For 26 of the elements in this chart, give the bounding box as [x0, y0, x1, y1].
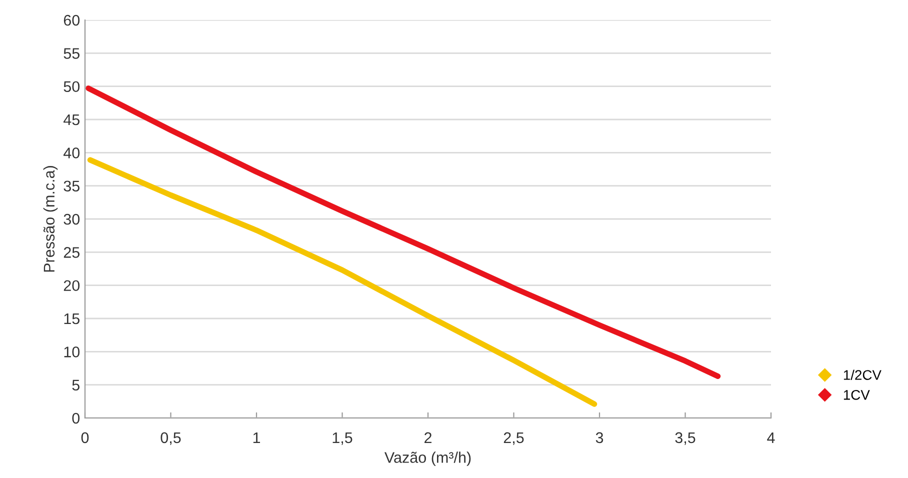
x-tick-label: 0,5: [160, 432, 181, 445]
y-tick-label: 40: [64, 148, 80, 158]
y-tick-label: 30: [64, 214, 80, 225]
y-tick-label: 50: [64, 81, 80, 92]
y-tick-label: 5: [72, 380, 80, 391]
x-tick-label: 0: [81, 432, 89, 444]
legend-label: 1CV: [844, 390, 870, 400]
x-tick-label: 1,5: [332, 432, 352, 445]
x-tick-label: 3: [596, 432, 604, 444]
y-axis-title: Pressão (m.c.a): [43, 166, 58, 272]
x-tick-label: 1: [253, 432, 260, 443]
y-tick-label: 25: [64, 247, 80, 258]
x-axis-title: Vazão (m³/h): [384, 452, 471, 466]
x-tick-label: 4: [767, 432, 775, 443]
y-tick-label: 60: [64, 14, 80, 26]
legend-label: 1/2CV: [844, 370, 882, 380]
x-tick-label: 2,5: [504, 432, 524, 445]
y-tick-label: 45: [64, 114, 80, 126]
y-tick-label: 0: [72, 412, 80, 424]
y-tick-label: 10: [64, 346, 80, 358]
x-tick-label: 2: [424, 432, 432, 443]
x-tick-label: 3,5: [675, 432, 696, 445]
y-tick-label: 55: [64, 48, 80, 59]
y-tick-label: 15: [64, 314, 80, 324]
y-tick-label: 35: [64, 180, 80, 192]
y-tick-label: 20: [64, 280, 80, 292]
